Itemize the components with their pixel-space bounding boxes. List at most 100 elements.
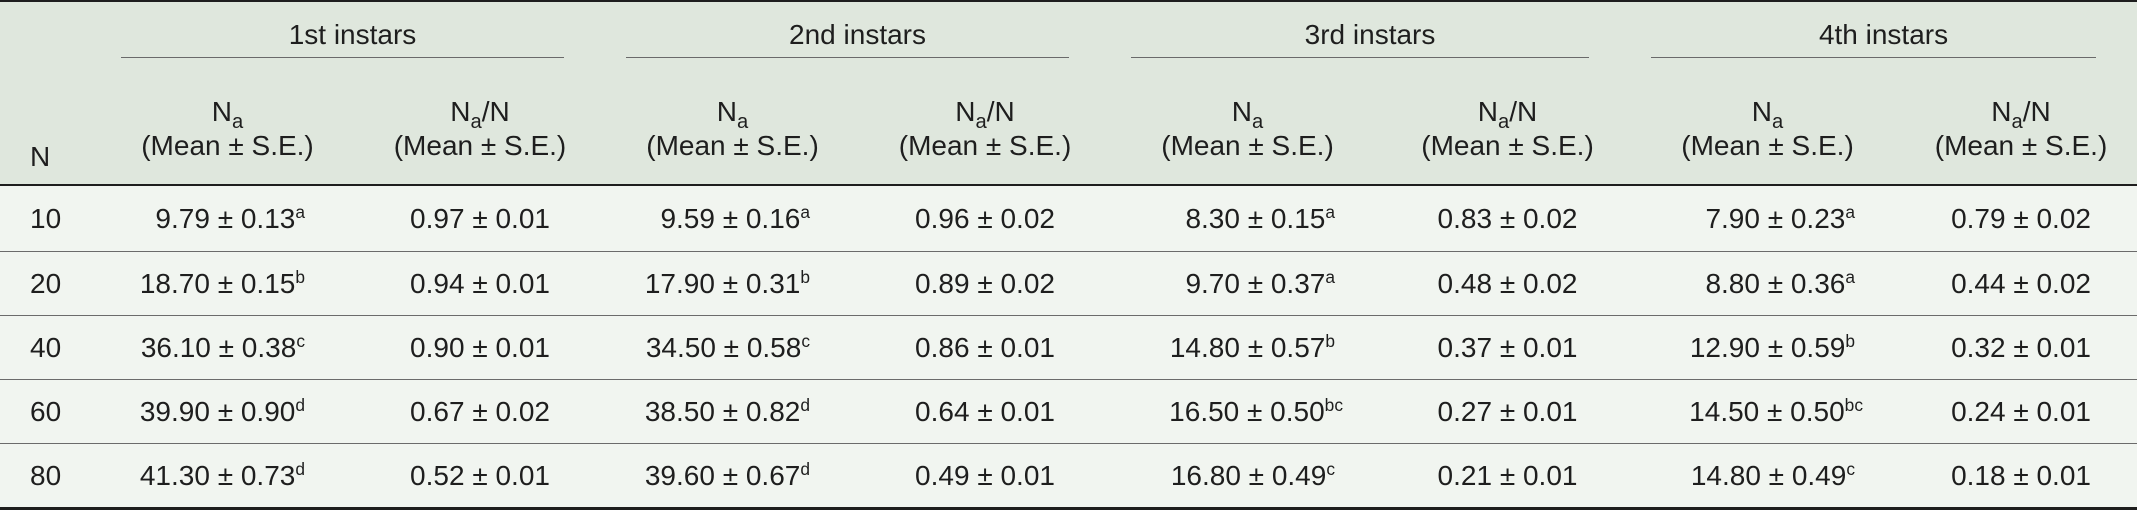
n-column-header: N (0, 74, 100, 185)
mean-column-header: Na (Mean ± S.E.) (1110, 74, 1386, 185)
subheader-row: N Na (Mean ± S.E.) Na/N (Mean ± S.E.) Na (Mea… (0, 74, 2137, 185)
ratio-column-header: Na/N (Mean ± S.E.) (1385, 74, 1631, 185)
ratio-column-header: Na/N (Mean ± S.E.) (1905, 74, 2137, 185)
group-label: 4th instars (1818, 18, 1949, 50)
ratio-symbol: N (450, 96, 471, 127)
mean-cell: 39.60 ± 0.67d (605, 443, 861, 507)
ratio-stat-label: (Mean ± S.E.) (1934, 130, 2108, 161)
table-row: 10 9.79 ± 0.13a 0.97 ± 0.01 9.59 ± 0.16a 0.9… (0, 184, 2137, 252)
mean-value: 17.90 ± 0.31 (644, 267, 801, 299)
mean-cell: 14.80 ± 0.57b (1110, 315, 1386, 380)
mean-cell: 18.70 ± 0.15b (100, 251, 355, 316)
significance-letter: d (800, 458, 811, 479)
group-rule (121, 56, 565, 58)
ratio-cell: 0.94 ± 0.01 (355, 251, 606, 316)
mean-value: 16.50 ± 0.50 (1169, 395, 1325, 427)
mean-cell: 17.90 ± 0.31b (605, 251, 861, 316)
significance-letter: d (295, 458, 305, 479)
n-cell: 60 (0, 379, 100, 444)
n-cell: 10 (0, 184, 100, 252)
table-row: 40 36.10 ± 0.38c 0.90 ± 0.01 34.50 ± 0.58c 0… (0, 315, 2137, 380)
mean-value: 16.80 ± 0.49 (1170, 459, 1327, 491)
ratio-subscript: a (1498, 111, 1510, 134)
group-label: 3rd instars (1304, 18, 1436, 50)
mean-cell: 7.90 ± 0.23a (1630, 184, 1906, 252)
mean-column-header: Na (Mean ± S.E.) (605, 74, 861, 185)
mean-value: 39.90 ± 0.90 (139, 395, 296, 427)
mean-cell: 41.30 ± 0.73d (100, 443, 355, 507)
mean-cell: 9.59 ± 0.16a (605, 184, 861, 252)
group-label: 1st instars (288, 18, 417, 50)
mean-value: 39.60 ± 0.67 (644, 459, 801, 491)
group-label: 2nd instars (789, 18, 926, 50)
ratio-tail: /N (481, 96, 510, 127)
ratio-tail: /N (986, 96, 1015, 127)
ratio-cell: 0.89 ± 0.02 (860, 251, 1111, 316)
ratio-cell: 0.37 ± 0.01 (1385, 315, 1631, 380)
table-row: 80 41.30 ± 0.73d 0.52 ± 0.01 39.60 ± 0.67d 0… (0, 443, 2137, 507)
mean-value: 12.90 ± 0.59 (1689, 331, 1846, 363)
significance-letter: a (1325, 266, 1336, 287)
mean-stat-label: (Mean ± S.E.) (1681, 130, 1854, 161)
significance-letter: b (295, 266, 305, 287)
ratio-stat-label: (Mean ± S.E.) (1421, 130, 1594, 161)
ratio-stat-label: (Mean ± S.E.) (393, 130, 567, 161)
significance-letter: c (801, 330, 811, 351)
ratio-cell: 0.52 ± 0.01 (355, 443, 606, 507)
mean-subscript: a (737, 111, 749, 134)
ratio-subscript: a (2011, 111, 2023, 134)
mean-value: 34.50 ± 0.58 (645, 331, 802, 363)
ratio-cell: 0.44 ± 0.02 (1905, 251, 2137, 316)
ratio-cell: 0.67 ± 0.02 (355, 379, 606, 444)
mean-value: 8.80 ± 0.36 (1705, 267, 1846, 299)
mean-value: 14.50 ± 0.50 (1689, 395, 1845, 427)
significance-letter: c (1326, 458, 1336, 479)
header-spacer (0, 0, 100, 74)
mean-subscript: a (1772, 111, 1784, 134)
mean-stat-label: (Mean ± S.E.) (646, 130, 819, 161)
significance-letter: a (1325, 201, 1336, 222)
significance-letter: a (295, 201, 305, 222)
mean-cell: 16.80 ± 0.49c (1110, 443, 1386, 507)
mean-value: 18.70 ± 0.15 (139, 267, 296, 299)
mean-cell: 36.10 ± 0.38c (100, 315, 355, 380)
mean-value: 38.50 ± 0.82 (644, 395, 801, 427)
ratio-symbol: N (1991, 96, 2012, 127)
mean-column-header: Na (Mean ± S.E.) (1630, 74, 1906, 185)
ratio-cell: 0.97 ± 0.01 (355, 184, 606, 252)
ratio-subscript: a (975, 111, 987, 134)
mean-subscript: a (1252, 111, 1264, 134)
ratio-cell: 0.90 ± 0.01 (355, 315, 606, 380)
mean-value: 9.59 ± 0.16 (660, 202, 801, 234)
ratio-cell: 0.18 ± 0.01 (1905, 443, 2137, 507)
mean-cell: 8.30 ± 0.15a (1110, 184, 1386, 252)
n-cell: 80 (0, 443, 100, 507)
group-header-2nd: 2nd instars (605, 0, 1111, 74)
mean-stat-label: (Mean ± S.E.) (141, 130, 314, 161)
ratio-cell: 0.49 ± 0.01 (860, 443, 1111, 507)
mean-column-header: Na (Mean ± S.E.) (100, 74, 355, 185)
group-rule (1131, 56, 1590, 58)
ratio-cell: 0.21 ± 0.01 (1385, 443, 1631, 507)
ratio-cell: 0.27 ± 0.01 (1385, 379, 1631, 444)
ratio-cell: 0.79 ± 0.02 (1905, 184, 2137, 252)
mean-value: 8.30 ± 0.15 (1185, 202, 1326, 234)
mean-cell: 39.90 ± 0.90d (100, 379, 355, 444)
ratio-cell: 0.86 ± 0.01 (860, 315, 1111, 380)
group-header-3rd: 3rd instars (1110, 0, 1631, 74)
n-cell: 20 (0, 251, 100, 316)
mean-value: 41.30 ± 0.73 (139, 459, 296, 491)
mean-cell: 9.70 ± 0.37a (1110, 251, 1386, 316)
significance-letter: b (800, 266, 811, 287)
ratio-subscript: a (470, 111, 482, 134)
ratio-cell: 0.96 ± 0.02 (860, 184, 1111, 252)
significance-letter: a (800, 201, 811, 222)
ratio-cell: 0.83 ± 0.02 (1385, 184, 1631, 252)
mean-cell: 14.80 ± 0.49c (1630, 443, 1906, 507)
mean-value: 9.79 ± 0.13 (155, 202, 296, 234)
mean-cell: 12.90 ± 0.59b (1630, 315, 1906, 380)
group-header-row: 1st instars 2nd instars 3rd instars 4th … (0, 0, 2137, 74)
ratio-symbol: N (1477, 96, 1499, 127)
